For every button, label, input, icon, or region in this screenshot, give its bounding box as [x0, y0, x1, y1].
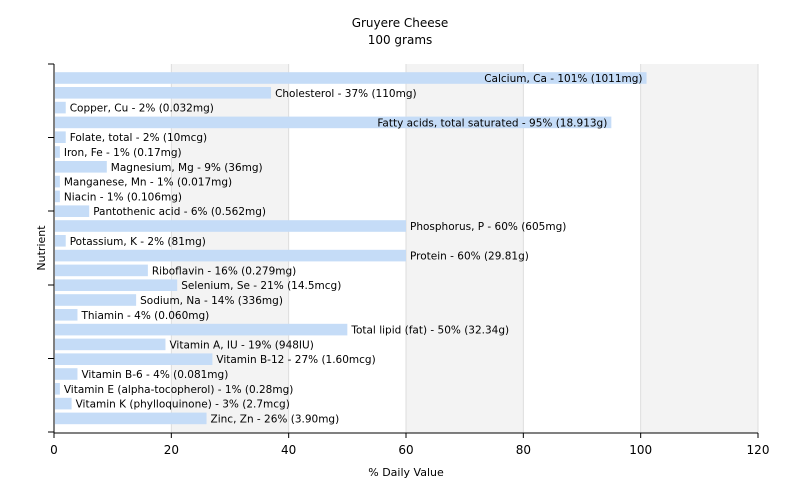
- bar: [55, 397, 72, 410]
- bar-label: Folate, total - 2% (10mcg): [70, 132, 207, 144]
- bar: [55, 383, 60, 395]
- bar: [55, 205, 90, 217]
- x-tick-label: 80: [516, 443, 531, 457]
- bar: [55, 264, 148, 277]
- bar: [55, 412, 207, 425]
- bar-label: Vitamin E (alpha-tocopherol) - 1% (0.28m…: [64, 384, 294, 396]
- bar: [55, 323, 348, 336]
- x-tick-label: 20: [164, 443, 179, 457]
- bar-label: Thiamin - 4% (0.060mg): [80, 310, 209, 322]
- bar-label: Zinc, Zn - 26% (3.90mg): [211, 413, 340, 425]
- bar: [55, 87, 272, 99]
- bar-label: Phosphorus, P - 60% (605mg): [410, 221, 566, 233]
- bar-label: Vitamin B-6 - 4% (0.081mg): [81, 369, 228, 381]
- bar: [55, 146, 60, 158]
- bar: [55, 175, 60, 188]
- bar-label: Niacin - 1% (0.106mg): [64, 191, 182, 203]
- x-tick-label: 40: [281, 443, 296, 457]
- x-tick-label: 60: [398, 443, 413, 457]
- bar-label: Cholesterol - 37% (110mg): [275, 88, 417, 100]
- plot-area: Calcium, Ca - 101% (1011mg) Cholesterol -…: [48, 63, 770, 457]
- x-tick-label: 100: [629, 443, 652, 457]
- bar-label: Copper, Cu - 2% (0.032mg): [70, 103, 214, 115]
- bar-label: Pantothenic acid - 6% (0.562mg): [93, 206, 266, 218]
- bar: [55, 338, 166, 351]
- bar: [55, 101, 66, 114]
- bar-label: Total lipid (fat) - 50% (32.34g): [350, 325, 509, 337]
- bar: [55, 116, 612, 129]
- bar-label: Vitamin B-12 - 27% (1.60mcg): [216, 354, 375, 366]
- bar: [55, 368, 78, 380]
- x-tick-label: 120: [747, 443, 770, 457]
- bar: [55, 279, 178, 291]
- bar-label: Selenium, Se - 21% (14.5mcg): [181, 280, 341, 292]
- bar-label: Vitamin K (phylloquinone) - 3% (2.7mcg): [76, 399, 290, 411]
- bar-label: Manganese, Mn - 1% (0.017mg): [64, 177, 232, 189]
- x-axis-label: % Daily Value: [368, 466, 444, 479]
- bar-label: Vitamin A, IU - 19% (948IU): [169, 339, 313, 351]
- bar: [55, 190, 60, 203]
- bar-label: Iron, Fe - 1% (0.17mg): [64, 147, 182, 159]
- bar-label: Potassium, K - 2% (81mg): [70, 236, 206, 248]
- bar-label: Riboflavin - 16% (0.279mg): [152, 265, 296, 277]
- bar: [55, 294, 137, 306]
- chart-title: Gruyere Cheese: [352, 16, 449, 30]
- bar-label: Calcium, Ca - 101% (1011mg): [484, 73, 642, 85]
- chart-subtitle: 100 grams: [368, 33, 433, 47]
- y-axis-label: Nutrient: [35, 225, 48, 271]
- bar: [55, 161, 107, 173]
- bar: [55, 309, 78, 321]
- bar: [55, 131, 66, 143]
- bar-label: Protein - 60% (29.81g): [410, 251, 529, 263]
- x-tick-label: 0: [50, 443, 58, 457]
- bar-label: Magnesium, Mg - 9% (36mg): [111, 162, 263, 174]
- bar: [55, 220, 406, 232]
- bar: [55, 353, 213, 365]
- bar: [55, 235, 66, 247]
- grid-band: [640, 64, 758, 433]
- bar-label: Fatty acids, total saturated - 95% (18.9…: [377, 117, 607, 129]
- bar: [55, 249, 406, 262]
- bar-label: Sodium, Na - 14% (336mg): [140, 295, 283, 307]
- bar: [55, 72, 647, 84]
